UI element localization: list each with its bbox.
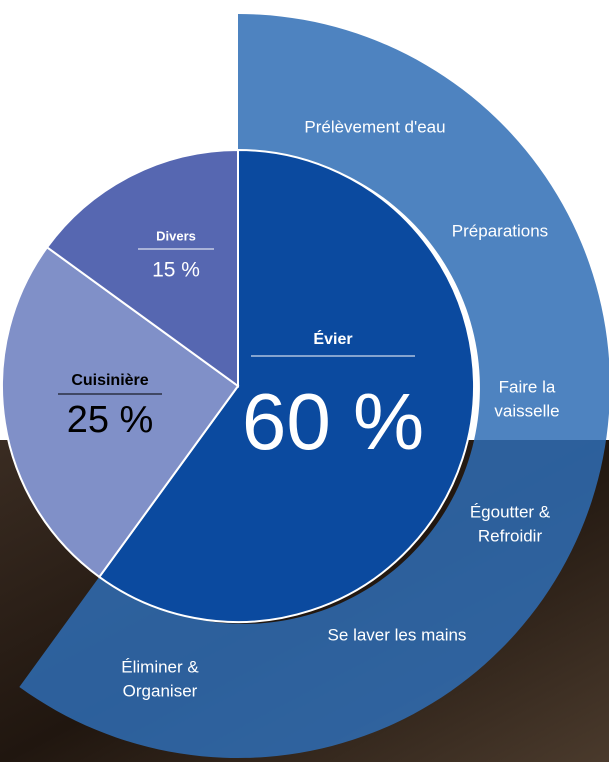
sub-label: Éliminer &: [121, 657, 199, 676]
value-label: 60 %: [242, 377, 424, 466]
value-label: 15 %: [152, 259, 200, 282]
sub-label: Égoutter &: [470, 502, 551, 521]
sub-label: Refroidir: [478, 526, 543, 545]
sub-label: Organiser: [123, 681, 198, 700]
sub-label: Prélèvement d'eau: [304, 117, 445, 136]
sub-label: Préparations: [452, 221, 548, 240]
chart: Évier 60 % Cuisinière 25 % Divers 15 % Prélève…: [0, 0, 609, 762]
category-label: Divers: [156, 228, 196, 243]
sub-label: Se laver les mains: [328, 625, 467, 644]
value-label: 25 %: [67, 399, 154, 441]
category-label: Cuisinière: [71, 372, 148, 389]
sub-label: vaisselle: [494, 401, 559, 420]
sub-label: Faire la: [499, 377, 556, 396]
category-label: Évier: [313, 329, 352, 348]
